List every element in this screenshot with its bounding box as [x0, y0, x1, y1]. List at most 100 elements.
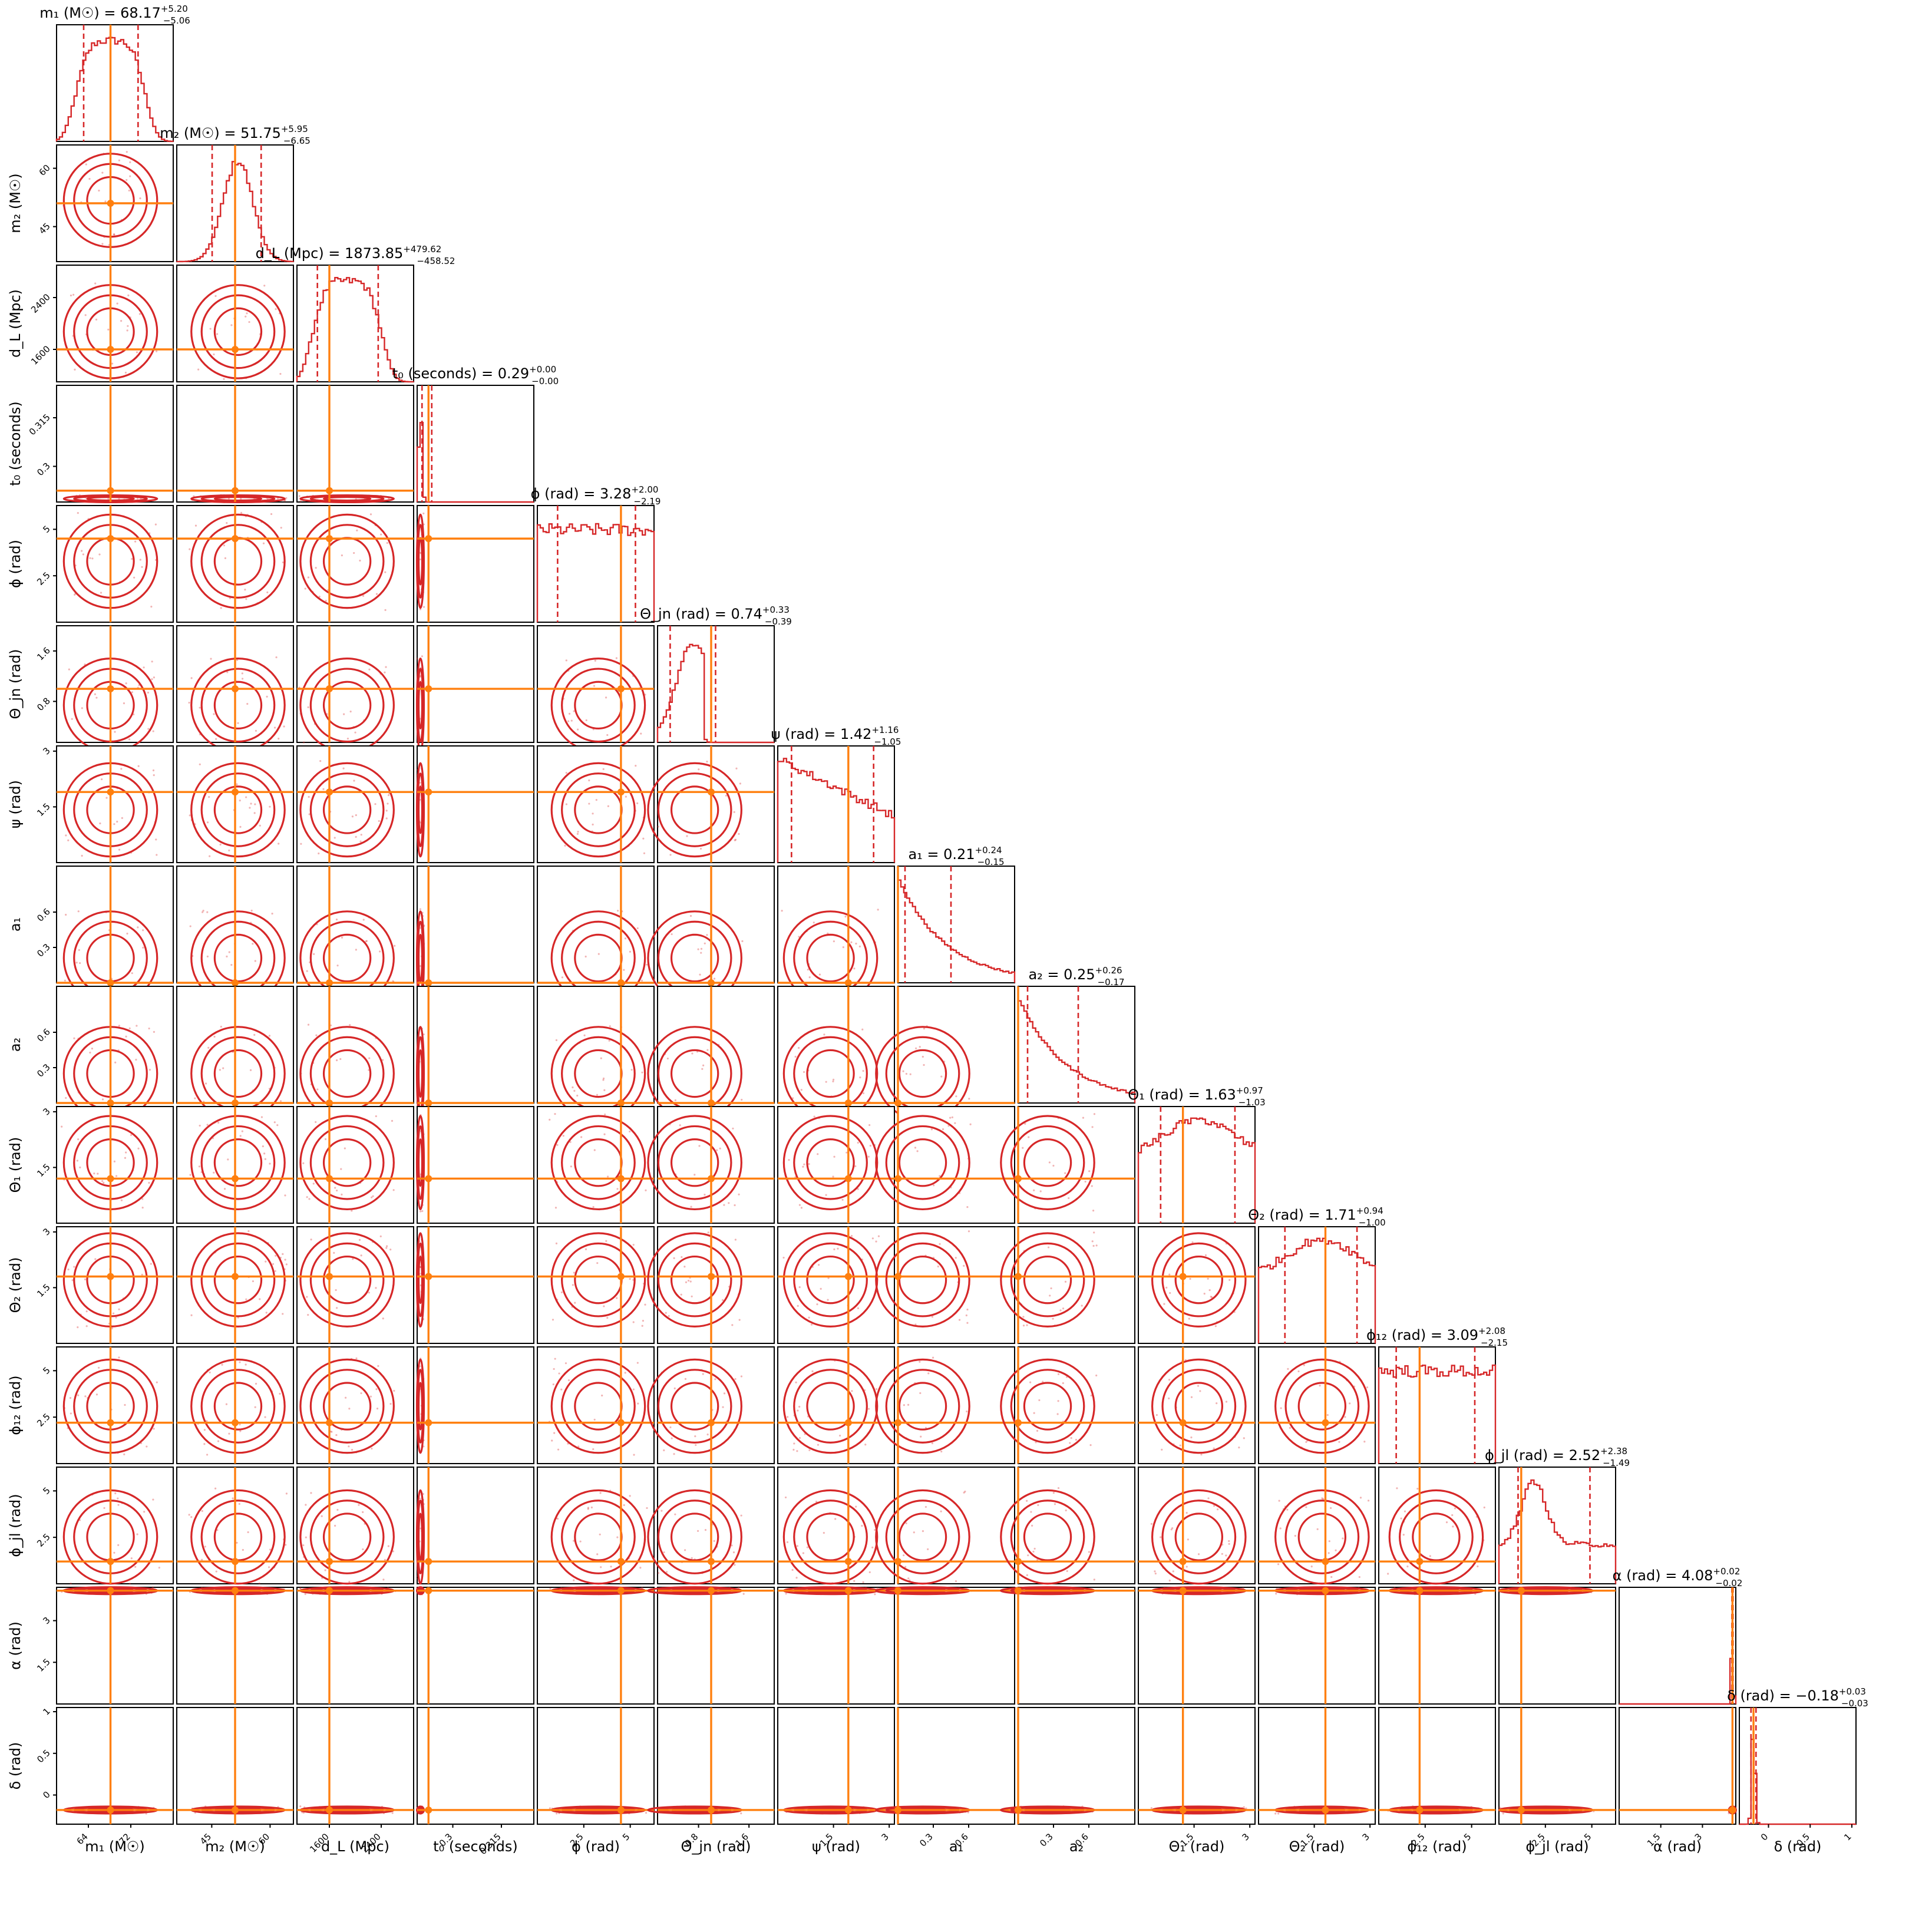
sample-point: [1296, 1593, 1299, 1596]
sample-point: [266, 498, 269, 501]
panel-frame: [296, 1467, 414, 1584]
sample-point: [422, 1445, 425, 1448]
sample-point: [214, 1121, 216, 1124]
sample-point: [933, 1184, 935, 1187]
panel-11-9: [1138, 1346, 1256, 1464]
panel-12-2: [296, 1467, 414, 1585]
panel-frame: [417, 1346, 534, 1464]
sample-point: [68, 668, 70, 671]
sample-point: [1288, 1806, 1290, 1809]
sample-point: [823, 1033, 825, 1036]
sample-point: [950, 1186, 952, 1188]
sample-point: [609, 1490, 612, 1492]
sample-point: [640, 979, 643, 982]
sample-point: [422, 1433, 424, 1435]
sample-point: [808, 963, 810, 965]
sample-point: [562, 1811, 564, 1814]
sample-point: [253, 501, 256, 503]
sample-point: [138, 684, 140, 686]
sample-point: [310, 1239, 312, 1241]
panel-frame: [417, 1467, 534, 1584]
truth-point: [107, 487, 114, 494]
sample-point: [245, 796, 247, 798]
sample-point: [223, 378, 225, 380]
sample-point: [245, 1298, 247, 1300]
sample-point: [593, 685, 596, 687]
panel-13-0: 1.53: [35, 1586, 174, 1705]
panel-10-5: [647, 1226, 775, 1344]
truth-point: [232, 535, 239, 543]
sample-point: [594, 659, 596, 662]
sample-point: [250, 922, 252, 924]
sample-point: [1233, 1311, 1236, 1313]
sample-point: [353, 551, 355, 554]
sample-point: [129, 496, 131, 498]
contour-level-3: [62, 153, 158, 248]
sample-point: [95, 1393, 98, 1396]
sample-point: [797, 1409, 799, 1412]
sample-point: [909, 1579, 911, 1581]
sample-point: [797, 1811, 800, 1814]
sample-point: [94, 1258, 97, 1260]
sample-point: [215, 1570, 217, 1573]
sample-point: [133, 576, 136, 579]
sample-point: [1150, 1807, 1152, 1809]
sample-point: [85, 1806, 87, 1809]
sample-point: [299, 1805, 302, 1808]
sample-point: [1190, 1396, 1193, 1398]
sample-point: [306, 1302, 308, 1304]
truth-point: [326, 1175, 333, 1183]
title-minus: −6.65: [283, 136, 311, 146]
sample-point: [1358, 1576, 1360, 1578]
sample-point: [642, 816, 645, 819]
sample-point: [702, 1064, 705, 1066]
sample-point: [731, 1544, 733, 1547]
histogram-7: [897, 879, 1016, 983]
sample-point: [1277, 1388, 1280, 1391]
sample-point: [1396, 1487, 1398, 1490]
sample-point: [305, 1536, 307, 1538]
sample-point: [706, 934, 708, 936]
sample-point: [419, 1255, 422, 1257]
sample-point: [300, 843, 302, 845]
panel-frame: [56, 625, 174, 743]
sample-point: [420, 854, 422, 856]
y-tick-label: 2.5: [35, 1531, 52, 1549]
sample-point: [1092, 1170, 1094, 1173]
panel-12-5: [647, 1467, 775, 1585]
sample-point: [1483, 1506, 1485, 1509]
sample-point: [220, 494, 222, 496]
sample-point: [61, 1125, 63, 1128]
y-axis-label: a₁: [7, 917, 24, 932]
sample-point: [236, 659, 239, 661]
sample-point: [193, 495, 195, 497]
sample-point: [963, 1491, 965, 1494]
contour-level-2: [200, 294, 276, 369]
sample-point: [313, 953, 315, 955]
sample-point: [203, 1443, 206, 1445]
contour-level-2: [561, 1125, 636, 1200]
sample-point: [377, 1365, 379, 1367]
sample-point: [854, 1165, 857, 1167]
sample-point: [73, 1266, 75, 1268]
sample-point: [103, 1181, 105, 1184]
sample-point: [84, 1278, 87, 1281]
sample-point: [219, 1806, 222, 1808]
x-axis-label: Θ₂ (rad): [1289, 1838, 1345, 1855]
sample-point: [1204, 1254, 1207, 1257]
sample-point: [570, 1165, 572, 1168]
sample-point: [607, 1175, 609, 1178]
sample-point: [565, 659, 567, 662]
sample-point: [671, 1437, 673, 1439]
sample-point: [940, 1510, 942, 1512]
sample-point: [303, 741, 305, 744]
sample-point: [279, 1392, 281, 1395]
panel-frame: [417, 1106, 534, 1224]
panel-11-8: [1000, 1346, 1135, 1464]
contour-level-3: [1274, 1358, 1370, 1454]
sample-point: [223, 1188, 226, 1190]
contour-level-1: [898, 1138, 947, 1187]
truth-point: [107, 1099, 114, 1107]
sample-point: [798, 1286, 801, 1289]
sample-point: [584, 955, 587, 958]
